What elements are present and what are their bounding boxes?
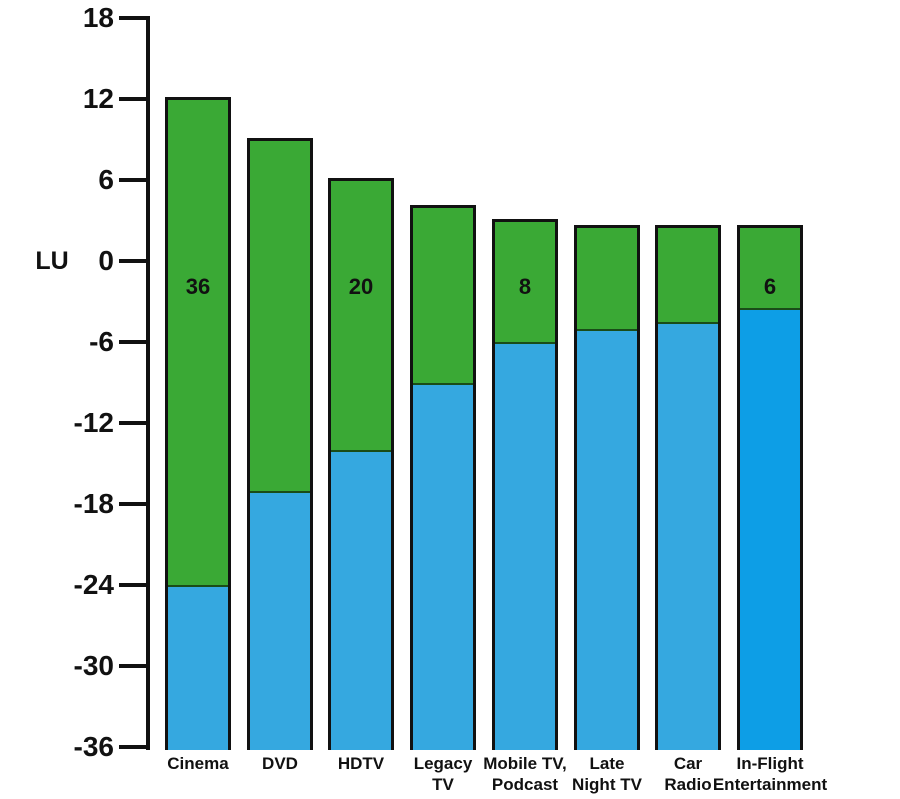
bar-segment-blue-in-flight-entertainment <box>740 310 800 750</box>
bar-segment-green-mobile-tv-podcast <box>495 221 555 344</box>
bar-in-flight-entertainment <box>737 225 803 750</box>
y-tick-mark <box>119 97 146 101</box>
bar-segment-green-legacy-tv <box>413 208 473 385</box>
y-tick-label: -12 <box>73 407 114 438</box>
x-tick-label-legacy-tv: Legacy TV <box>413 754 473 794</box>
y-tick-label: -6 <box>89 326 114 357</box>
x-tick-label-cinema: Cinema <box>167 754 229 773</box>
y-tick-label: -18 <box>73 488 114 519</box>
y-tick-mark <box>119 340 146 344</box>
y-tick-label: 0 <box>98 245 114 276</box>
y-tick-mark <box>119 583 146 587</box>
bar-hdtv <box>328 178 394 750</box>
y-tick-mark <box>119 259 146 263</box>
y-tick-mark <box>119 421 146 425</box>
bar-segment-blue-hdtv <box>331 452 391 750</box>
bar-car-radio <box>655 225 721 750</box>
x-tick-label-mobile-tv-podcast: Mobile TV, Podcast <box>483 754 567 794</box>
bar-segment-blue-cinema <box>168 587 228 750</box>
bar-value-label: 20 <box>348 274 374 299</box>
bar-cinema <box>165 97 231 750</box>
y-axis-title: LU <box>35 247 69 275</box>
bar-segment-green-dvd <box>250 140 310 493</box>
bar-legacy-tv <box>410 205 476 750</box>
bar-segment-blue-dvd <box>250 492 310 750</box>
y-tick-mark <box>119 16 146 20</box>
y-tick-label: 12 <box>82 83 114 114</box>
y-axis-spine <box>146 16 150 750</box>
x-tick-label-late-night-tv: Late Night TV <box>572 754 642 794</box>
bar-segment-green-late-night-tv <box>577 228 637 331</box>
x-tick-label-dvd: DVD <box>262 754 298 773</box>
y-tick-mark <box>119 178 146 182</box>
y-tick-label: 6 <box>98 164 114 195</box>
y-tick-mark <box>119 502 146 506</box>
bar-segment-green-hdtv <box>331 181 391 452</box>
bar-segment-blue-car-radio <box>658 323 718 750</box>
bar-segment-green-in-flight-entertainment <box>740 228 800 311</box>
bar-late-night-tv <box>574 225 640 750</box>
y-tick-label: -30 <box>73 650 114 681</box>
y-tick-label: 18 <box>82 2 114 33</box>
y-tick-mark <box>119 664 146 668</box>
x-tick-label-car-radio: Car Radio <box>664 754 712 794</box>
bar-segment-blue-legacy-tv <box>413 384 473 750</box>
bar-value-label: 6 <box>763 274 777 299</box>
y-tick-label: -24 <box>73 569 114 600</box>
bar-segment-green-cinema <box>168 100 228 587</box>
y-tick-label: -36 <box>73 731 114 762</box>
bar-value-label: 36 <box>185 274 211 299</box>
bar-value-label: 8 <box>518 274 532 299</box>
y-tick-mark <box>119 745 146 749</box>
bar-segment-green-car-radio <box>658 228 718 324</box>
x-tick-label-hdtv: HDTV <box>337 754 385 773</box>
bar-segment-blue-late-night-tv <box>577 330 637 750</box>
x-tick-label-in-flight-entertainment: In-Flight Entertainment <box>712 754 828 794</box>
bar-dvd <box>247 137 313 750</box>
bar-mobile-tv-podcast <box>492 218 558 750</box>
bar-segment-blue-mobile-tv-podcast <box>495 344 555 750</box>
